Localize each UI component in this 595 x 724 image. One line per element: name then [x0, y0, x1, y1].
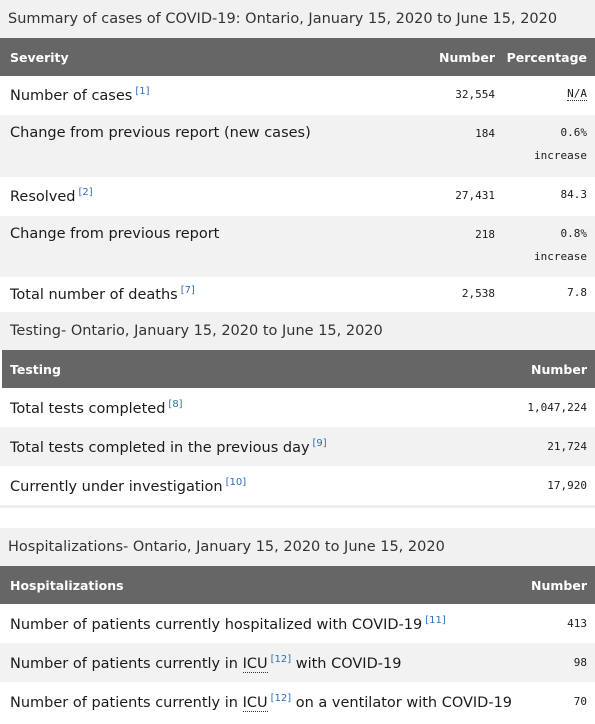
row-number: 70	[573, 695, 587, 708]
row-label: Change from previous report	[10, 226, 220, 242]
hospitalizations-caption-lead: Hospitalizations	[8, 539, 124, 555]
footnote-link[interactable]: [12]	[270, 693, 292, 704]
row-label: Currently under investigation	[10, 478, 223, 495]
row-label-suffix: on a ventilator with COVID-19	[291, 694, 513, 711]
row-percentage: N/A	[567, 87, 587, 101]
row-label: Number of patients currently in	[10, 655, 243, 672]
table-row: Number of cases [1] 32,554 N/A	[0, 76, 595, 115]
row-number: 27,431	[455, 189, 495, 202]
row-number: 17,920	[547, 479, 587, 492]
row-percentage: 84.3	[560, 188, 588, 201]
row-number: 2,538	[461, 287, 495, 300]
icu-abbreviation[interactable]: ICU	[242, 655, 268, 673]
summary-caption-text: Summary of cases of COVID-19: Ontario, J…	[8, 11, 558, 27]
row-number: 1,047,224	[527, 401, 587, 414]
hospitalizations-caption-rest: - Ontario, January 15, 2020 to June 15, …	[123, 539, 445, 555]
table-row: Total tests completed [8] 1,047,224	[0, 388, 595, 427]
row-label: Total number of deaths	[10, 286, 178, 303]
table-row: Number of patients currently in ICU [12] …	[0, 643, 595, 682]
footnote-link[interactable]: [7]	[180, 285, 195, 296]
row-percentage-note: increase	[534, 149, 587, 162]
footnote-link[interactable]: [12]	[270, 654, 292, 665]
footnote-link[interactable]: [8]	[168, 399, 183, 410]
table-row: Change from previous report (new cases) …	[0, 115, 595, 177]
footnote-link[interactable]: [9]	[312, 438, 327, 449]
testing-table: Testing - Ontario, January 15, 2020 to J…	[0, 312, 595, 508]
table-row: Number of patients currently in ICU [12] …	[0, 682, 595, 721]
row-label: Total tests completed in the previous da…	[10, 439, 310, 456]
summary-table: Summary of cases of COVID-19: Ontario, J…	[0, 0, 595, 312]
header-number: Number	[439, 49, 495, 65]
section-spacer	[0, 508, 595, 528]
footnote-link[interactable]: [2]	[78, 187, 93, 198]
row-label: Total tests completed	[10, 400, 166, 417]
row-percentage: 0.6%	[560, 126, 588, 139]
table-row: Number of patients currently hospitalize…	[0, 604, 595, 643]
header-number: Number	[531, 577, 587, 593]
hospitalizations-header-row: Hospitalizations Number	[0, 566, 595, 604]
table-row: Total number of deaths [7] 2,538 7.8	[0, 277, 595, 312]
row-label: Number of patients currently hospitalize…	[10, 616, 423, 633]
row-number: 21,724	[547, 440, 587, 453]
footnote-link[interactable]: [11]	[425, 615, 446, 626]
header-number: Number	[531, 361, 587, 377]
summary-caption: Summary of cases of COVID-19: Ontario, J…	[0, 0, 595, 38]
row-label: Resolved	[10, 188, 76, 205]
row-label: Change from previous report (new cases)	[10, 125, 311, 141]
row-number: 98	[573, 656, 587, 669]
row-number: 413	[567, 617, 587, 630]
icu-abbreviation[interactable]: ICU	[242, 694, 268, 712]
row-percentage-note: increase	[534, 250, 587, 263]
testing-caption-lead: Testing	[10, 323, 61, 339]
table-row: Currently under investigation [10] 17,920	[0, 466, 595, 508]
table-row: Resolved [2] 27,431 84.3	[0, 177, 595, 216]
table-row: Total tests completed in the previous da…	[0, 427, 595, 466]
header-hospitalizations: Hospitalizations	[10, 577, 124, 593]
testing-caption: Testing - Ontario, January 15, 2020 to J…	[0, 312, 595, 350]
row-label: Number of cases	[10, 87, 133, 104]
table-row: Change from previous report 218 0.8% inc…	[0, 216, 595, 277]
testing-header-row: Testing Number	[2, 350, 595, 388]
testing-caption-rest: - Ontario, January 15, 2020 to June 15, …	[60, 323, 383, 339]
footnote-link[interactable]: [10]	[225, 477, 247, 488]
row-number: 32,554	[455, 88, 495, 101]
header-severity: Severity	[10, 49, 69, 65]
hospitalizations-table: Hospitalizations - Ontario, January 15, …	[0, 528, 595, 721]
row-percentage: 0.8%	[560, 227, 588, 240]
row-label-suffix: with COVID-19	[291, 655, 402, 672]
hospitalizations-caption: Hospitalizations - Ontario, January 15, …	[0, 528, 595, 566]
header-testing: Testing	[10, 361, 61, 377]
footnote-link[interactable]: [1]	[135, 86, 150, 97]
summary-header-row: Severity Number Percentage	[0, 38, 595, 76]
row-number: 184	[475, 127, 495, 140]
row-percentage: 7.8	[567, 286, 587, 299]
header-percentage: Percentage	[506, 49, 587, 65]
row-label: Number of patients currently in	[10, 694, 243, 711]
row-number: 218	[475, 228, 495, 241]
